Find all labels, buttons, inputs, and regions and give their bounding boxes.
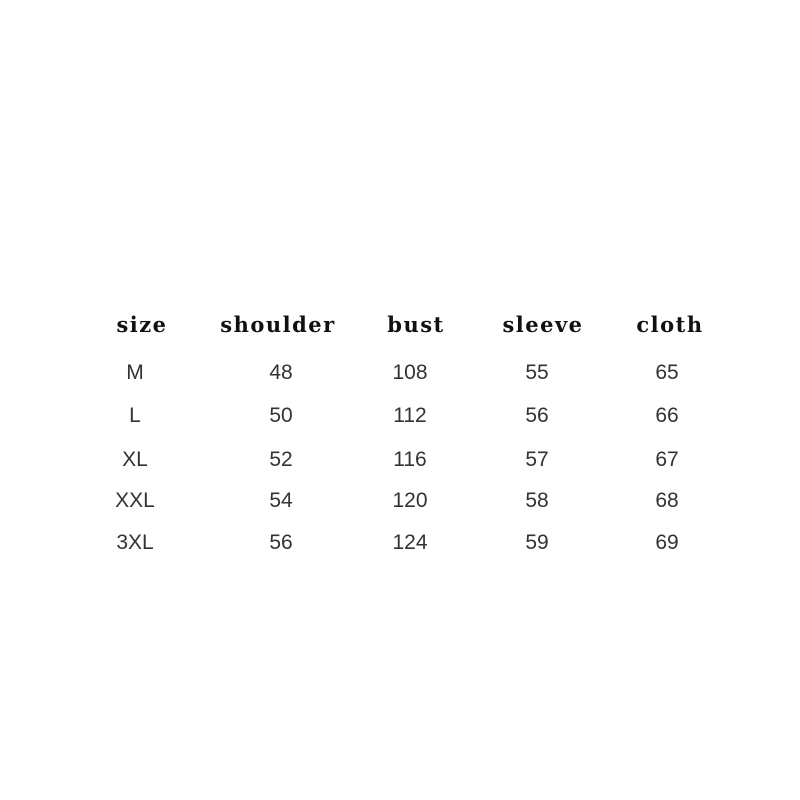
cell-shoulder: 50	[269, 404, 293, 427]
cell-bust: 124	[392, 531, 428, 554]
cell-sleeve: 55	[525, 361, 549, 384]
cell-cloth: 66	[655, 404, 679, 427]
cell-bust: 112	[393, 404, 427, 427]
cell-sleeve: 57	[525, 448, 549, 471]
cell-shoulder: 52	[269, 448, 293, 471]
cell-shoulder: 48	[269, 361, 293, 384]
cell-size: XXL	[115, 489, 155, 512]
column-header-cloth: cloth	[636, 312, 704, 337]
cell-cloth: 67	[655, 448, 679, 471]
cell-cloth: 65	[655, 361, 679, 384]
column-header-sleeve: sleeve	[502, 312, 584, 337]
cell-size: 3XL	[116, 531, 154, 554]
cell-sleeve: 59	[525, 531, 549, 554]
cell-sleeve: 56	[525, 404, 549, 427]
column-header-size: size	[116, 312, 168, 337]
cell-cloth: 68	[655, 489, 679, 512]
cell-size: L	[129, 404, 141, 427]
cell-bust: 108	[392, 361, 428, 384]
cell-bust: 116	[393, 448, 427, 471]
cell-sleeve: 58	[525, 489, 549, 512]
cell-size: XL	[122, 448, 148, 471]
cell-bust: 120	[392, 489, 428, 512]
cell-shoulder: 56	[269, 531, 293, 554]
cell-cloth: 69	[655, 531, 679, 554]
cell-size: M	[126, 361, 144, 384]
column-header-shoulder: shoulder	[220, 312, 336, 337]
cell-shoulder: 54	[269, 489, 293, 512]
column-header-bust: bust	[387, 312, 445, 337]
